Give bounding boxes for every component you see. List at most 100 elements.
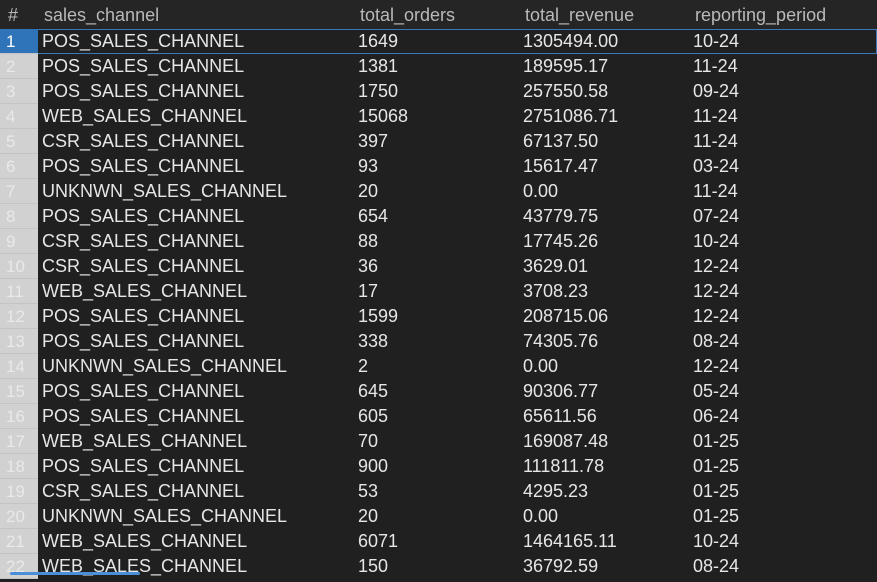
cell-sales-channel[interactable]: POS_SALES_CHANNEL — [42, 31, 245, 51]
cell-total-revenue[interactable]: 3708.23 — [523, 281, 589, 301]
table-row[interactable]: 2 POS_SALES_CHANNEL 1381 189595.17 11-24 — [0, 54, 877, 79]
cell-reporting-period[interactable]: 01-25 — [693, 431, 740, 451]
cell-total-orders[interactable]: 20 — [358, 506, 379, 526]
row-number[interactable]: 19 — [0, 479, 38, 504]
cell-total-revenue[interactable]: 0.00 — [523, 506, 559, 526]
table-row[interactable]: 11 WEB_SALES_CHANNEL 17 3708.23 12-24 — [0, 279, 877, 304]
cell-total-revenue[interactable]: 0.00 — [523, 356, 559, 376]
cell-total-revenue[interactable]: 4295.23 — [523, 481, 589, 501]
cell-reporting-period[interactable]: 03-24 — [693, 156, 740, 176]
cell-reporting-period[interactable]: 11-24 — [693, 131, 738, 151]
cell-sales-channel[interactable]: POS_SALES_CHANNEL — [42, 406, 245, 426]
cell-total-orders[interactable]: 15068 — [358, 106, 409, 126]
row-number[interactable]: 9 — [0, 229, 38, 254]
cell-total-orders[interactable]: 17 — [358, 281, 379, 301]
cell-total-revenue[interactable]: 65611.56 — [523, 406, 597, 426]
cell-total-revenue[interactable]: 0.00 — [523, 181, 559, 201]
row-number[interactable]: 6 — [0, 154, 38, 179]
cell-sales-channel[interactable]: POS_SALES_CHANNEL — [42, 456, 245, 476]
cell-total-orders[interactable]: 2 — [358, 356, 369, 376]
row-number[interactable]: 22 — [0, 554, 38, 579]
cell-total-revenue[interactable]: 36792.59 — [523, 556, 599, 576]
table-row[interactable]: 14 UNKNWN_SALES_CHANNEL 2 0.00 12-24 — [0, 354, 877, 379]
cell-total-revenue[interactable]: 169087.48 — [523, 431, 609, 451]
column-header-sales-channel[interactable]: sales_channel — [44, 5, 160, 25]
cell-reporting-period[interactable]: 12-24 — [693, 306, 740, 326]
cell-total-orders[interactable]: 397 — [358, 131, 389, 151]
cell-sales-channel[interactable]: CSR_SALES_CHANNEL — [42, 231, 245, 251]
cell-total-revenue[interactable]: 1464165.11 — [523, 531, 617, 551]
cell-total-orders[interactable]: 654 — [358, 206, 389, 226]
cell-sales-channel[interactable]: POS_SALES_CHANNEL — [42, 206, 245, 226]
cell-sales-channel[interactable]: POS_SALES_CHANNEL — [42, 156, 245, 176]
table-row[interactable]: 22 WEB_SALES_CHANNEL 150 36792.59 08-24 — [0, 554, 877, 579]
cell-total-orders[interactable]: 93 — [358, 156, 379, 176]
cell-total-orders[interactable]: 1381 — [358, 56, 399, 76]
row-number[interactable]: 21 — [0, 529, 38, 554]
table-row[interactable]: 16 POS_SALES_CHANNEL 605 65611.56 06-24 — [0, 404, 877, 429]
cell-total-revenue[interactable]: 74305.76 — [523, 331, 599, 351]
cell-reporting-period[interactable]: 07-24 — [693, 206, 740, 226]
cell-reporting-period[interactable]: 12-24 — [693, 281, 740, 301]
cell-total-orders[interactable]: 53 — [358, 481, 379, 501]
row-number[interactable]: 10 — [0, 254, 38, 279]
table-row[interactable]: 20 UNKNWN_SALES_CHANNEL 20 0.00 01-25 — [0, 504, 877, 529]
cell-reporting-period[interactable]: 08-24 — [693, 556, 740, 576]
cell-sales-channel[interactable]: UNKNWN_SALES_CHANNEL — [42, 181, 288, 201]
horizontal-scrollbar[interactable] — [10, 572, 140, 575]
row-number[interactable]: 3 — [0, 79, 38, 104]
row-number[interactable]: 16 — [0, 404, 38, 429]
cell-reporting-period[interactable]: 05-24 — [693, 381, 740, 401]
cell-total-revenue[interactable]: 15617.47 — [523, 156, 599, 176]
cell-total-orders[interactable]: 900 — [358, 456, 389, 476]
cell-reporting-period[interactable]: 01-25 — [693, 456, 740, 476]
row-number[interactable]: 17 — [0, 429, 38, 454]
table-row[interactable]: 8 POS_SALES_CHANNEL 654 43779.75 07-24 — [0, 204, 877, 229]
cell-sales-channel[interactable]: CSR_SALES_CHANNEL — [42, 481, 245, 501]
table-row[interactable]: 15 POS_SALES_CHANNEL 645 90306.77 05-24 — [0, 379, 877, 404]
cell-total-revenue[interactable]: 90306.77 — [523, 381, 599, 401]
row-number[interactable]: 7 — [0, 179, 38, 204]
cell-total-orders[interactable]: 6071 — [358, 531, 399, 551]
cell-sales-channel[interactable]: CSR_SALES_CHANNEL — [42, 131, 245, 151]
cell-total-orders[interactable]: 1649 — [358, 31, 399, 51]
cell-sales-channel[interactable]: WEB_SALES_CHANNEL — [42, 106, 248, 126]
cell-total-orders[interactable]: 338 — [358, 331, 389, 351]
cell-reporting-period[interactable]: 08-24 — [693, 331, 740, 351]
cell-sales-channel[interactable]: WEB_SALES_CHANNEL — [42, 281, 248, 301]
table-row[interactable]: 21 WEB_SALES_CHANNEL 6071 1464165.11 10-24 — [0, 529, 877, 554]
row-number[interactable]: 12 — [0, 304, 38, 329]
cell-total-revenue[interactable]: 111811.78 — [523, 456, 605, 476]
row-number[interactable]: 4 — [0, 104, 38, 129]
row-number[interactable]: 15 — [0, 379, 38, 404]
table-row[interactable]: 5 CSR_SALES_CHANNEL 397 67137.50 11-24 — [0, 129, 877, 154]
cell-total-orders[interactable]: 88 — [358, 231, 379, 251]
cell-reporting-period[interactable]: 10-24 — [693, 31, 740, 51]
cell-total-revenue[interactable]: 1305494.00 — [523, 31, 619, 51]
cell-total-revenue[interactable]: 189595.17 — [523, 56, 609, 76]
cell-reporting-period[interactable]: 11-24 — [693, 181, 738, 201]
table-row[interactable]: 19 CSR_SALES_CHANNEL 53 4295.23 01-25 — [0, 479, 877, 504]
row-number[interactable]: 2 — [0, 54, 38, 79]
cell-reporting-period[interactable]: 06-24 — [693, 406, 740, 426]
table-row[interactable]: 4 WEB_SALES_CHANNEL 15068 2751086.71 11-24 — [0, 104, 877, 129]
cell-reporting-period[interactable]: 12-24 — [693, 356, 740, 376]
cell-reporting-period[interactable]: 11-24 — [693, 56, 738, 76]
row-number[interactable]: 5 — [0, 129, 38, 154]
cell-total-orders[interactable]: 70 — [358, 431, 379, 451]
cell-total-orders[interactable]: 1750 — [358, 81, 399, 101]
cell-sales-channel[interactable]: POS_SALES_CHANNEL — [42, 381, 245, 401]
row-number[interactable]: 20 — [0, 504, 38, 529]
table-row[interactable]: 9 CSR_SALES_CHANNEL 88 17745.26 10-24 — [0, 229, 877, 254]
cell-sales-channel[interactable]: POS_SALES_CHANNEL — [42, 81, 245, 101]
column-header-total-orders[interactable]: total_orders — [360, 5, 456, 25]
row-number[interactable]: 8 — [0, 204, 38, 229]
cell-total-revenue[interactable]: 208715.06 — [523, 306, 609, 326]
row-number[interactable]: 1 — [0, 29, 38, 54]
table-row[interactable]: 18 POS_SALES_CHANNEL 900 111811.78 01-25 — [0, 454, 877, 479]
table-row[interactable]: 6 POS_SALES_CHANNEL 93 15617.47 03-24 — [0, 154, 877, 179]
cell-reporting-period[interactable]: 01-25 — [693, 506, 740, 526]
table-row[interactable]: 10 CSR_SALES_CHANNEL 36 3629.01 12-24 — [0, 254, 877, 279]
cell-sales-channel[interactable]: UNKNWN_SALES_CHANNEL — [42, 506, 288, 526]
